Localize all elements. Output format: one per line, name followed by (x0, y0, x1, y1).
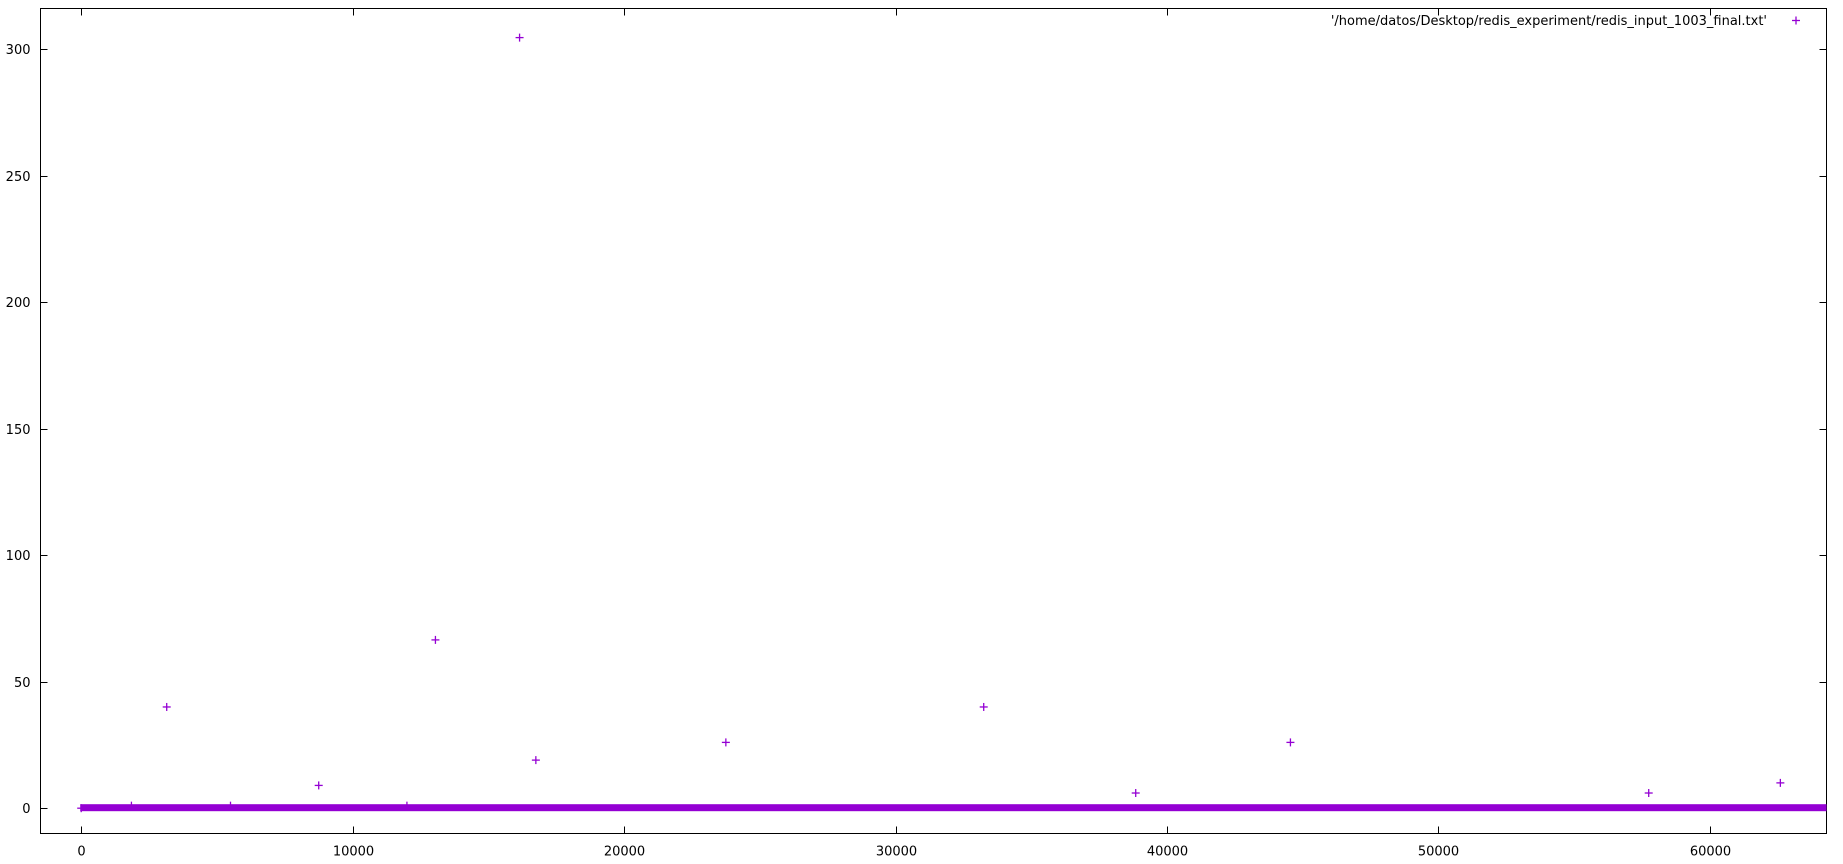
data-point (162, 702, 171, 711)
data-point (515, 33, 524, 42)
x-tick-label: 20000 (604, 845, 645, 860)
y-tick-label: 300 (6, 43, 31, 58)
data-point (1776, 778, 1785, 787)
data-point (314, 781, 323, 790)
data-series (77, 33, 1827, 813)
zero-points-band (80, 804, 1827, 812)
data-point (979, 702, 988, 711)
y-tick-label: 250 (6, 170, 31, 185)
y-tick-label: 50 (14, 676, 31, 691)
data-point (431, 635, 440, 644)
legend: '/home/datos/Desktop/redis_experiment/re… (1331, 14, 1800, 29)
data-point-origin (77, 804, 86, 813)
data-point (226, 801, 235, 810)
x-tick-label: 50000 (1418, 845, 1459, 860)
legend-marker (1792, 16, 1800, 25)
x-tick-label: 0 (77, 845, 85, 860)
y-tick-label: 150 (6, 423, 31, 438)
data-point (1131, 789, 1140, 798)
y-tick-label: 200 (6, 296, 31, 311)
data-point (1644, 789, 1653, 798)
data-point (721, 738, 730, 747)
legend-label: '/home/datos/Desktop/redis_experiment/re… (1331, 14, 1767, 29)
x-tick-label: 60000 (1690, 845, 1731, 860)
y-tick-label: 100 (6, 549, 31, 564)
x-tick-label: 40000 (1147, 845, 1188, 860)
y-axis: 0 50 100 150 200 250 300 (6, 43, 1827, 817)
x-tick-label: 10000 (333, 845, 374, 860)
data-point (531, 756, 540, 765)
plot-frame (40, 8, 1827, 834)
y-tick-label: 0 (22, 802, 30, 817)
x-tick-label: 30000 (876, 845, 917, 860)
data-point (127, 801, 136, 810)
data-point (1286, 738, 1295, 747)
data-point (402, 801, 411, 810)
x-axis: 0 10000 20000 30000 40000 50000 60000 (77, 8, 1731, 860)
